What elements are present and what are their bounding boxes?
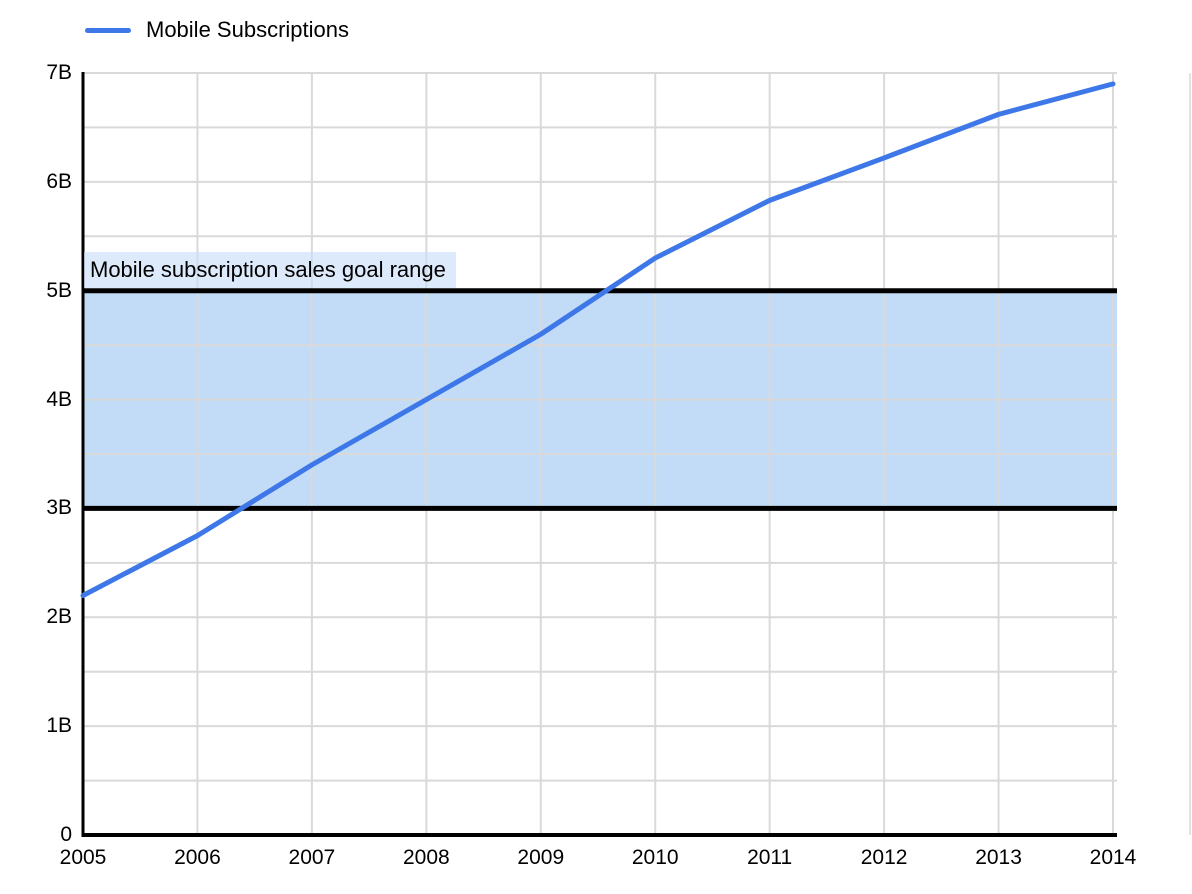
legend-label: Mobile Subscriptions <box>146 17 349 42</box>
y-axis-tick-label: 4B <box>46 387 72 411</box>
x-axis-tick-label: 2005 <box>59 846 107 869</box>
y-axis-tick-label: 2B <box>46 605 72 629</box>
x-axis-tick-label: 2006 <box>174 846 221 869</box>
series-line <box>80 81 1116 599</box>
chart-right-border <box>1189 73 1191 835</box>
legend: Mobile Subscriptions <box>85 17 349 43</box>
y-axis-tick-label: 3B <box>46 496 72 520</box>
y-axis-tick-label: 5B <box>46 278 72 302</box>
x-axis-tick-label: 2014 <box>1089 846 1137 869</box>
x-axis-tick-label: 2013 <box>975 846 1022 869</box>
x-axis-tick-label: 2012 <box>860 846 908 869</box>
x-axis-tick-label: 2007 <box>288 846 336 869</box>
x-axis-tick-label: 2008 <box>402 846 450 869</box>
y-axis-tick-label: 1B <box>46 714 72 738</box>
goal-range-annotation: Mobile subscription sales goal range <box>84 251 456 288</box>
y-axis-tick-label: 0 <box>60 823 72 846</box>
y-axis-tick-label: 6B <box>46 169 72 193</box>
x-axis-tick-label: 2011 <box>747 846 793 869</box>
x-axis-tick-label: 2009 <box>517 846 565 869</box>
x-axis-tick-label: 2010 <box>631 846 679 869</box>
y-axis-tick-label: 7B <box>46 61 72 84</box>
legend-line-swatch <box>85 27 131 33</box>
